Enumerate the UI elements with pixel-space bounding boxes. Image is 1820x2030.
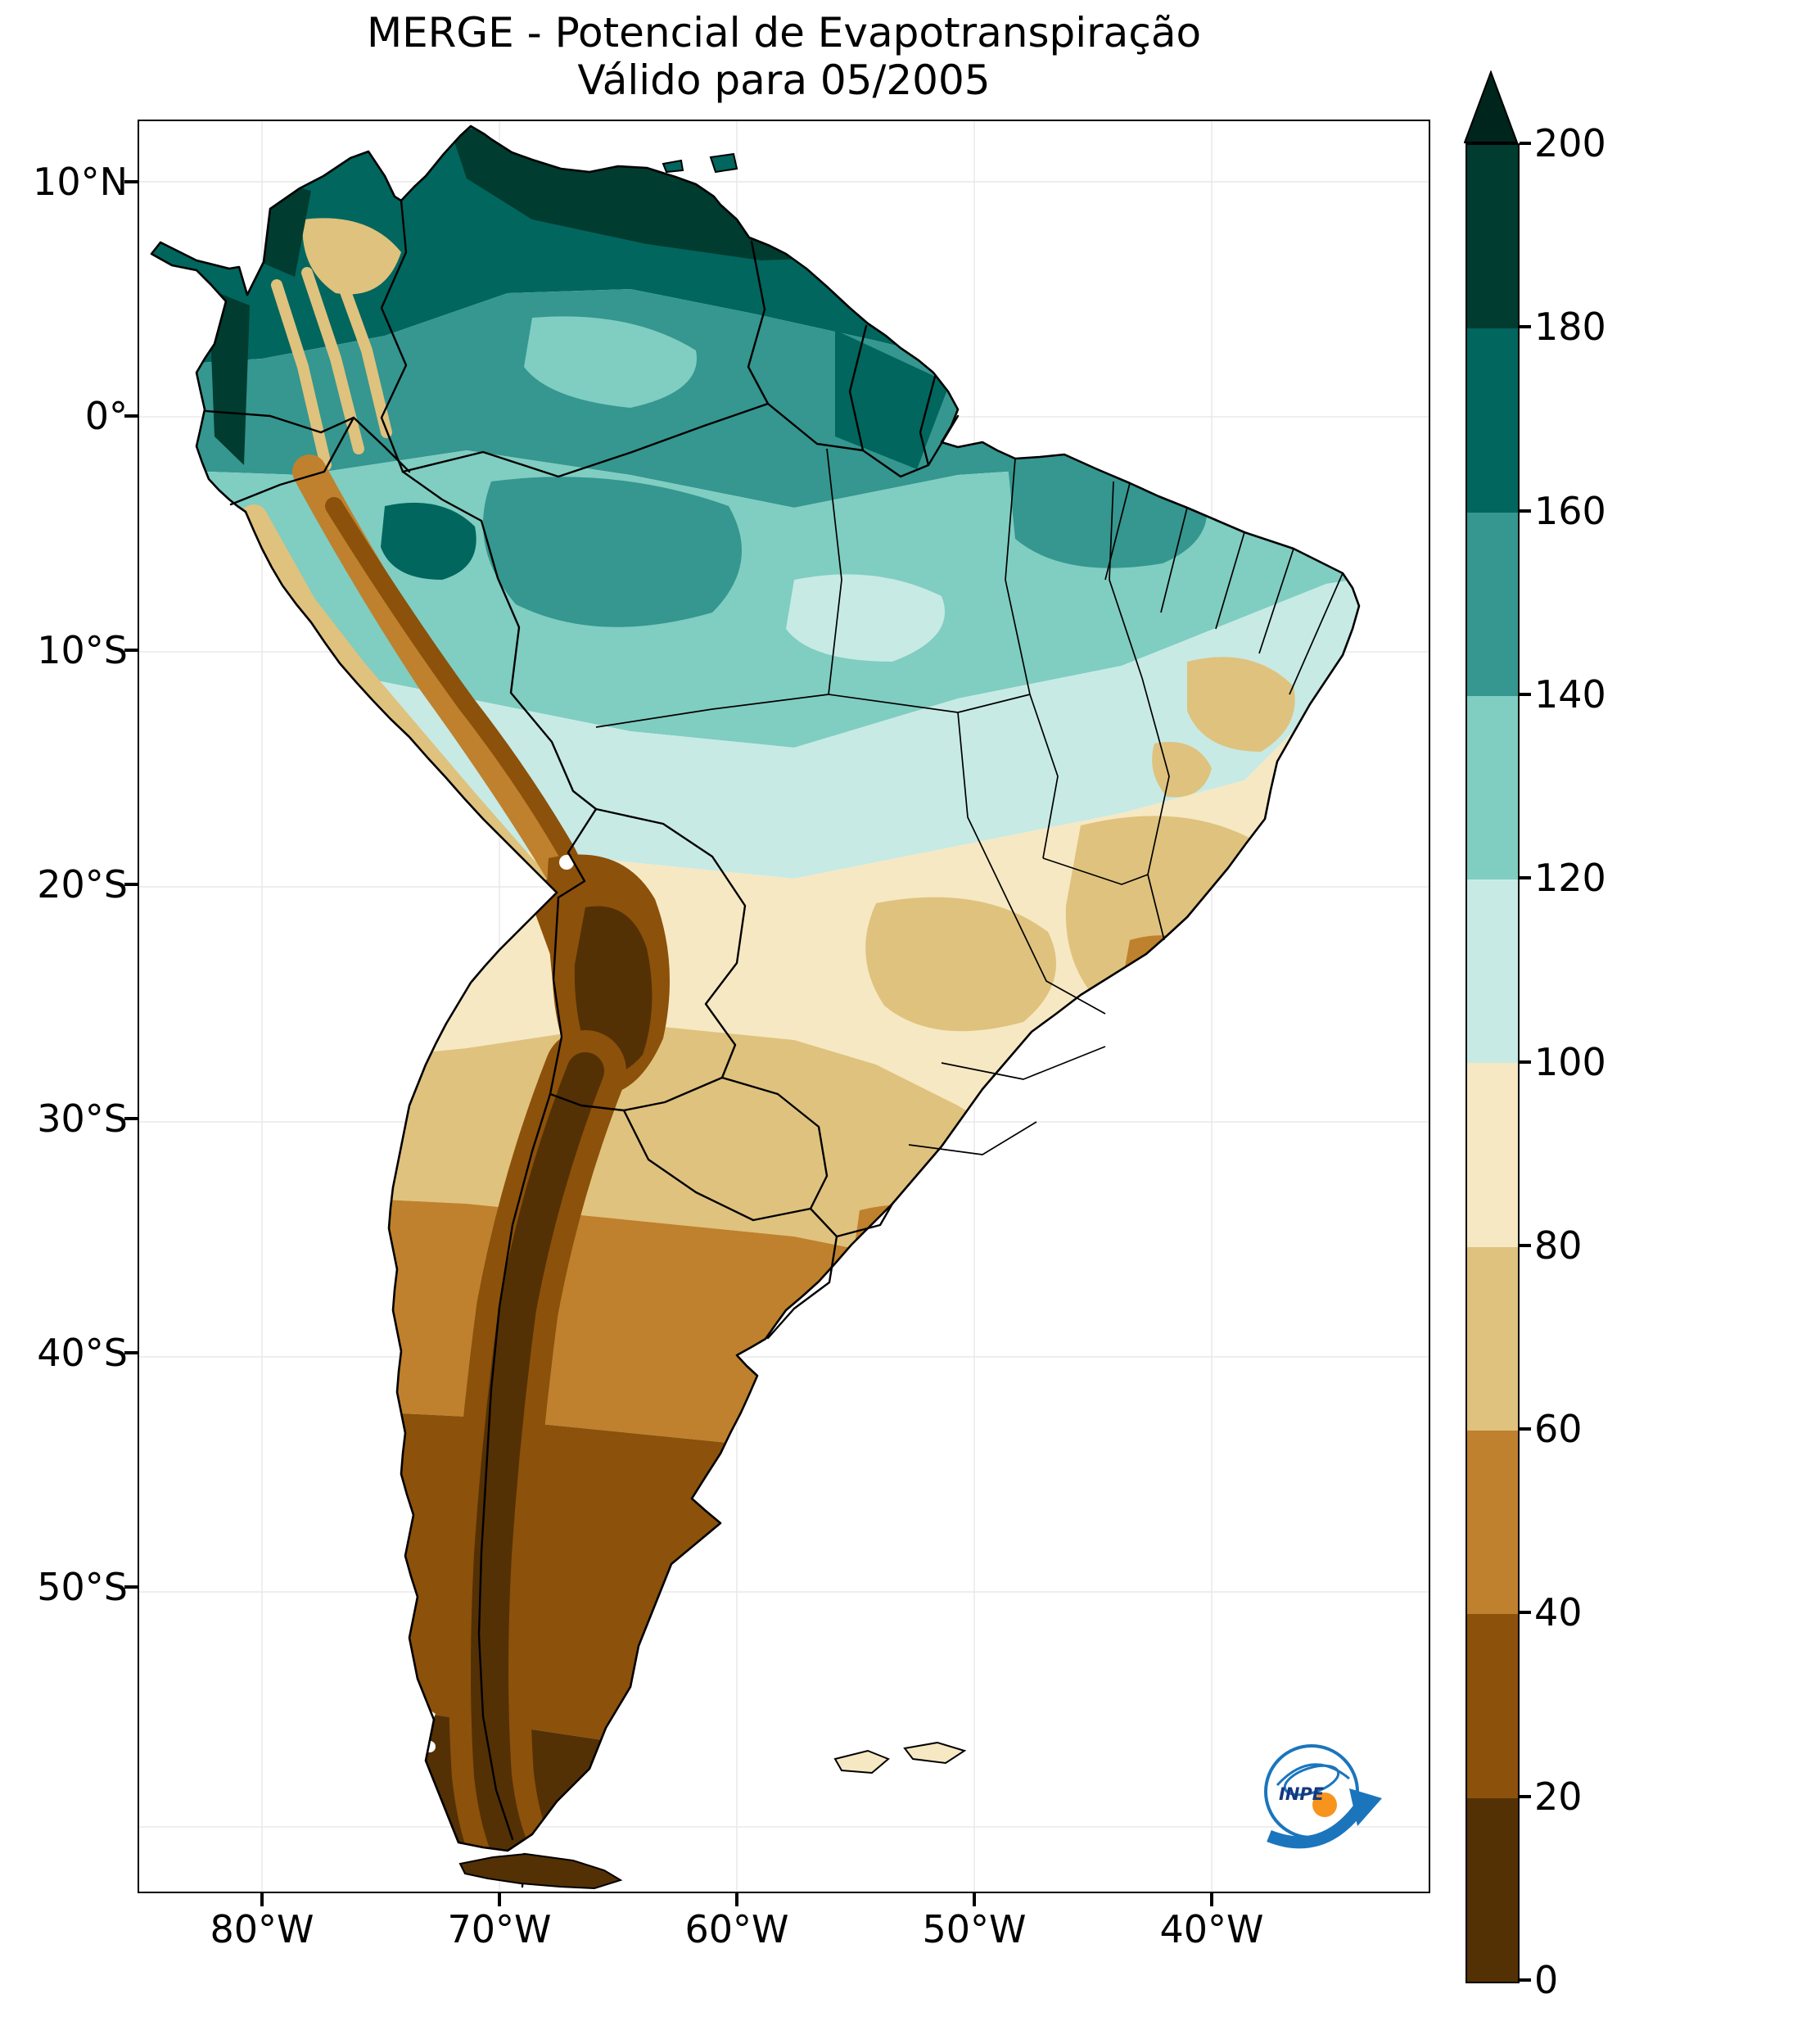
map-axes-frame — [138, 120, 1430, 1893]
colorbar-band — [1467, 879, 1518, 1064]
colorbar-tick-label: 40 — [1534, 1590, 1583, 1635]
colorbar-tick-mark — [1520, 692, 1531, 696]
lat-tick-label: 50°S — [37, 1565, 128, 1609]
lat-tick-mark — [124, 1585, 138, 1589]
colorbar-tick-mark — [1520, 1978, 1531, 1982]
lat-tick-mark — [124, 180, 138, 183]
lat-tick-mark — [124, 883, 138, 886]
colorbar-tick-mark — [1520, 1427, 1531, 1431]
lat-tick-label: 10°S — [37, 628, 128, 672]
lon-tick-label: 70°W — [447, 1907, 552, 1951]
colorbar-tick-mark — [1520, 509, 1531, 513]
lon-tick-label: 60°W — [684, 1907, 789, 1951]
colorbar-band — [1467, 1246, 1518, 1431]
colorbar-tick-mark — [1520, 1611, 1531, 1615]
lat-tick-label: 10°N — [33, 160, 128, 204]
lon-tick-mark — [498, 1893, 501, 1906]
colorbar-band — [1467, 1614, 1518, 1798]
lat-tick-mark — [124, 1117, 138, 1120]
colorbar-band — [1467, 512, 1518, 696]
lon-tick-mark — [973, 1893, 976, 1906]
lat-tick-label: 0° — [84, 394, 128, 438]
colorbar-tick-mark — [1520, 1794, 1531, 1798]
colorbar-band — [1467, 145, 1518, 329]
lon-tick-mark — [260, 1893, 264, 1906]
colorbar-extend-arrow — [1464, 70, 1518, 143]
colorbar-tick-label: 80 — [1534, 1223, 1583, 1268]
colorbar-tick-label: 200 — [1534, 121, 1606, 165]
logo-sun — [1312, 1793, 1337, 1817]
logo-text: INPE — [1279, 1784, 1325, 1804]
offshore-islands — [662, 152, 967, 1775]
colorbar-tick-label: 120 — [1534, 856, 1606, 901]
lat-tick-label: 30°S — [37, 1096, 128, 1141]
colorbar-tick-mark — [1520, 325, 1531, 329]
logo-arrow-shaft — [1267, 1804, 1364, 1849]
colorbar-tick-label: 180 — [1534, 305, 1606, 350]
colorbar-band — [1467, 1063, 1518, 1247]
colorbar-band — [1467, 1797, 1518, 1982]
lat-tick-mark — [124, 649, 138, 652]
lat-tick-mark — [124, 414, 138, 418]
colorbar-tick-label: 60 — [1534, 1407, 1583, 1452]
colorbar-band — [1467, 328, 1518, 513]
lat-tick-label: 40°S — [37, 1331, 128, 1375]
lon-tick-mark — [1210, 1893, 1213, 1906]
colorbar-band — [1467, 695, 1518, 880]
colorbar-band — [1467, 1431, 1518, 1615]
colorbar-tick-mark — [1520, 1060, 1531, 1064]
inpe-logo: INPE — [1264, 1744, 1382, 1849]
lat-tick-mark — [124, 1351, 138, 1354]
lon-tick-mark — [735, 1893, 738, 1906]
colorbar-tick-label: 0 — [1534, 1958, 1559, 2002]
colorbar-tick-label: 140 — [1534, 671, 1606, 717]
tierra-del-fuego — [458, 1852, 623, 1890]
lon-tick-label: 50°W — [922, 1907, 1027, 1951]
colorbar-tick-label: 20 — [1534, 1774, 1583, 1819]
colorbar-tick-mark — [1520, 142, 1531, 145]
lon-tick-label: 80°W — [210, 1907, 314, 1951]
logo-orbit-2 — [1276, 1763, 1350, 1787]
colorbar-tick-label: 100 — [1534, 1039, 1606, 1084]
figure-title-line2: Válido para 05/2005 — [577, 57, 991, 104]
state-borders — [595, 448, 1344, 1155]
lat-tick-label: 20°S — [37, 862, 128, 906]
south-america-map — [139, 121, 1429, 1892]
lon-tick-label: 40°W — [1159, 1907, 1264, 1951]
colorbar-tick-mark — [1520, 876, 1531, 880]
colorbar-arrow-triangle — [1464, 70, 1518, 143]
colorbar-tick-label: 160 — [1534, 488, 1606, 533]
colorbar — [1465, 143, 1520, 1983]
evapotranspiration-field — [151, 126, 1359, 1851]
figure-title-line1: MERGE - Potencial de Evapotranspiração — [366, 9, 1202, 57]
logo-arrow-head — [1349, 1788, 1382, 1826]
colorbar-tick-mark — [1520, 1243, 1531, 1247]
